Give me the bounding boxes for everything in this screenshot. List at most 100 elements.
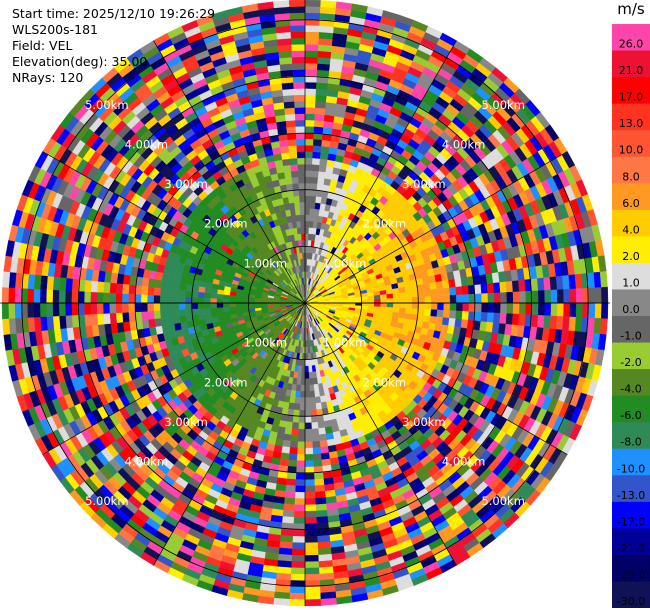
velocity-cell (405, 297, 413, 304)
velocity-cell (293, 403, 300, 411)
velocity-cell (147, 286, 155, 296)
velocity-cell (316, 183, 325, 192)
velocity-cell (109, 312, 117, 324)
velocity-cell (493, 282, 501, 294)
velocity-cell (71, 302, 79, 316)
velocity-cell (443, 302, 451, 311)
velocity-cell (355, 299, 363, 304)
velocity-cell (435, 281, 444, 290)
velocity-cell (367, 302, 375, 307)
velocity-cell (442, 310, 451, 319)
velocity-cell (121, 293, 129, 304)
velocity-cell (511, 313, 520, 326)
velocity-cell (197, 297, 205, 304)
velocity-cell (563, 302, 571, 318)
velocity-cell (147, 310, 155, 320)
velocity-cell (291, 548, 306, 556)
velocity-cell (288, 447, 298, 455)
velocity-cell (304, 535, 318, 544)
velocity-cell (304, 12, 321, 20)
velocity-cell (128, 302, 136, 313)
velocity-cell (304, 163, 313, 171)
velocity-cell (229, 306, 237, 312)
velocity-cell (298, 416, 306, 424)
velocity-cell (512, 302, 520, 315)
velocity-cell (398, 292, 407, 299)
velocity-cell (160, 317, 169, 326)
velocity-cell (84, 313, 92, 327)
velocity-cell (304, 138, 314, 146)
velocity-cell (178, 302, 186, 310)
velocity-cell (159, 302, 167, 311)
velocity-cell (500, 302, 508, 314)
velocity-cell (313, 383, 320, 392)
velocity-cell (216, 298, 224, 304)
velocity-cell (166, 309, 174, 318)
velocity-cell (380, 294, 388, 300)
velocity-cell (216, 307, 224, 313)
velocity-cell (367, 295, 375, 300)
velocity-cell (273, 597, 290, 606)
velocity-cell (304, 43, 319, 52)
velocity-cell (304, 460, 314, 468)
velocity-cell (311, 422, 319, 430)
velocity-cell (304, 384, 310, 392)
velocity-cell (198, 313, 206, 321)
velocity-cell (235, 306, 243, 311)
velocity-cell (411, 302, 419, 310)
velocity-cell (128, 284, 136, 295)
velocity-cell (518, 279, 526, 293)
velocity-cell (304, 0, 322, 7)
velocity-cell (197, 291, 205, 298)
velocity-cell (102, 302, 110, 314)
velocity-cell (39, 288, 47, 304)
velocity-cell (96, 291, 104, 304)
velocity-cell (153, 310, 161, 320)
velocity-cell (374, 298, 382, 304)
velocity-cell (320, 0, 337, 9)
velocity-cell (309, 396, 316, 405)
velocity-cell (71, 290, 79, 304)
velocity-cell (393, 297, 400, 304)
velocity-cell (313, 126, 324, 134)
velocity-cell (461, 285, 470, 295)
velocity-cell (512, 291, 520, 304)
velocity-cell (430, 295, 438, 304)
velocity-cell (416, 314, 425, 323)
velocity-cell (550, 302, 558, 317)
velocity-cell (588, 287, 596, 304)
velocity-cell (316, 535, 331, 543)
velocity-cell (185, 283, 194, 292)
velocity-cell (304, 107, 316, 115)
velocity-cell (443, 295, 451, 304)
velocity-cell (8, 302, 16, 319)
velocity-cell (109, 282, 117, 294)
velocity-cell (159, 310, 168, 319)
velocity-cell (312, 447, 322, 455)
velocity-cell (304, 69, 318, 77)
velocity-cell (71, 314, 80, 328)
velocity-cell (160, 280, 169, 289)
velocity-cell (437, 302, 445, 311)
velocity-cell (39, 302, 47, 318)
velocity-cell (1, 302, 9, 320)
velocity-cell (292, 535, 306, 544)
velocity-cell (304, 25, 320, 33)
velocity-cell (392, 287, 400, 295)
velocity-cell (304, 144, 314, 152)
velocity-cell (304, 208, 311, 215)
velocity-cell (314, 497, 327, 505)
velocity-cell (474, 284, 482, 295)
velocity-cell (588, 302, 596, 319)
velocity-cell (282, 439, 291, 448)
velocity-cell (146, 302, 154, 312)
velocity-cell (241, 305, 249, 310)
velocity-cell (140, 285, 149, 295)
velocity-cell (96, 313, 105, 326)
velocity-cell (291, 554, 306, 563)
velocity-cell (312, 145, 322, 153)
velocity-cell (481, 293, 489, 304)
velocity-cell (279, 535, 294, 543)
velocity-cell (241, 302, 249, 307)
